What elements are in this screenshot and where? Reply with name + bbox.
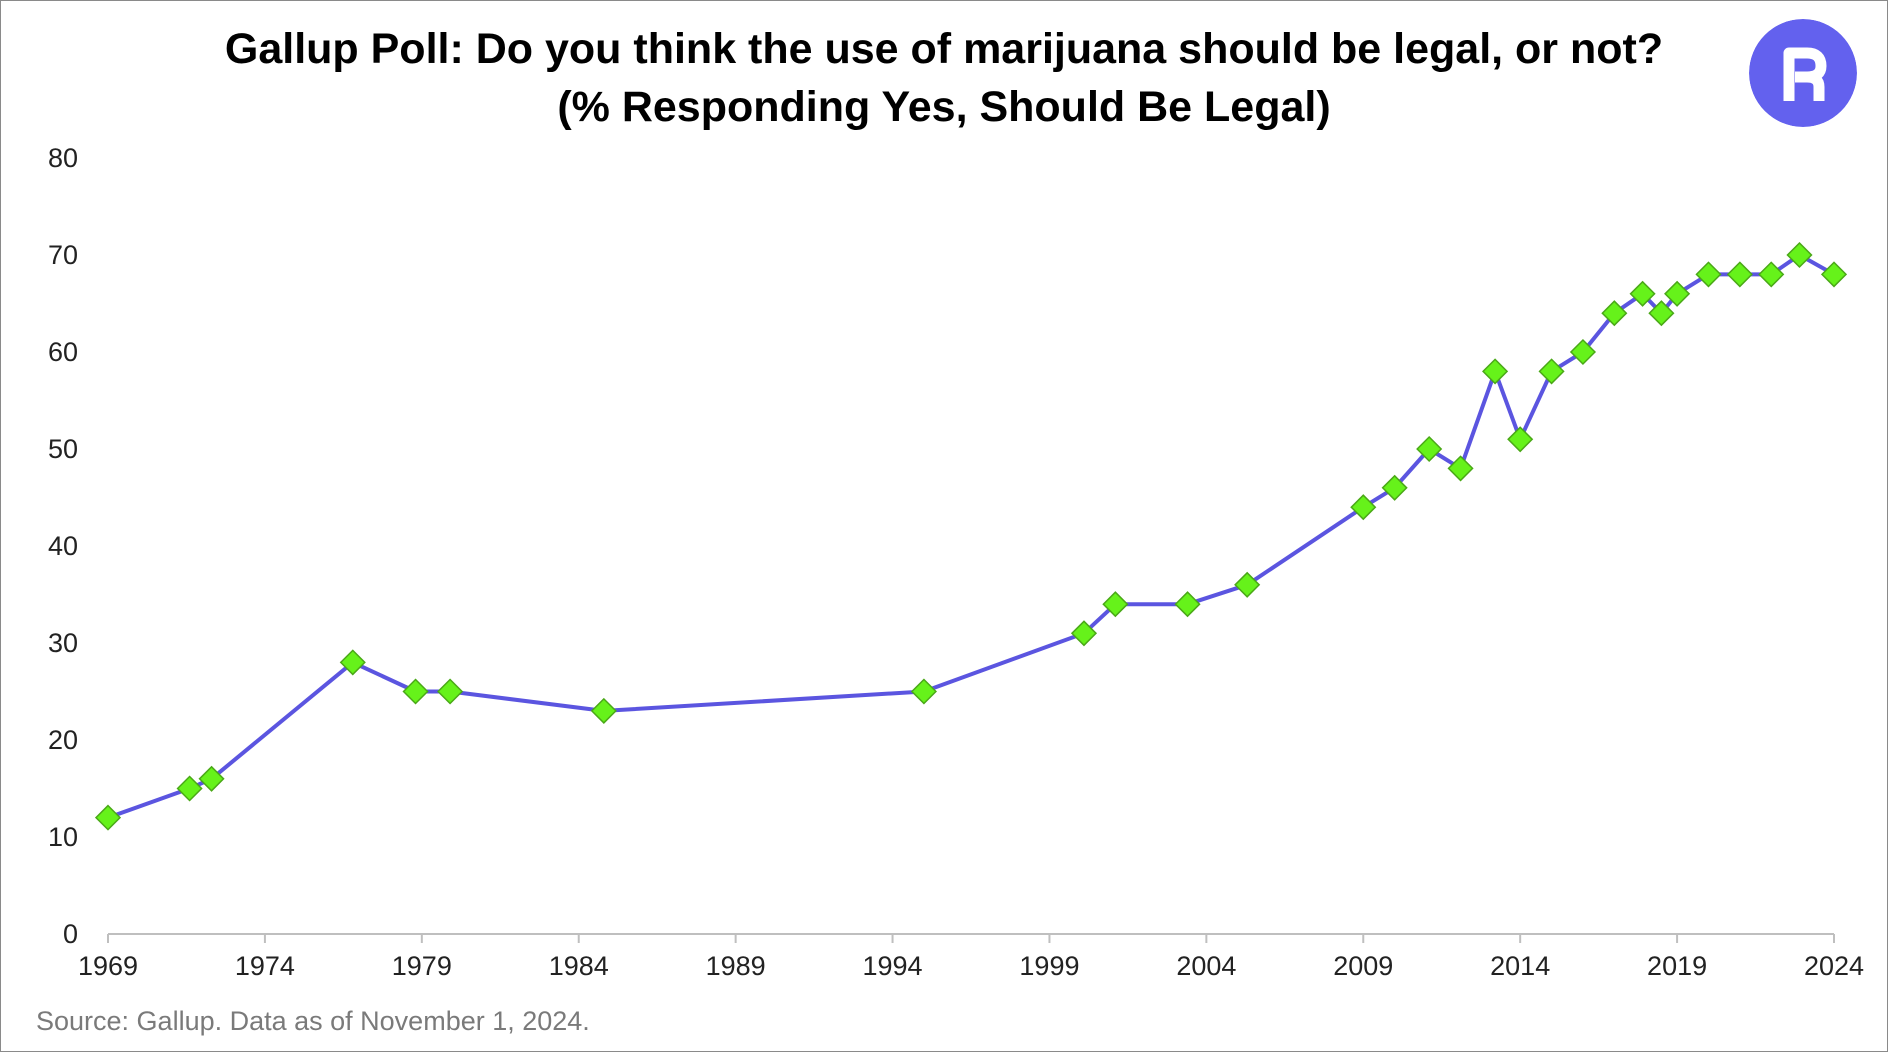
data-point-marker — [1482, 358, 1509, 385]
data-point-marker — [1758, 261, 1785, 288]
data-point-marker — [1820, 261, 1848, 288]
data-point-marker — [1350, 494, 1377, 521]
data-point-marker — [1648, 300, 1675, 327]
data-point-marker — [339, 649, 366, 676]
x-tick-label: 1994 — [863, 951, 923, 981]
y-tick-label: 10 — [48, 822, 78, 852]
x-tick-label: 2004 — [1176, 951, 1236, 981]
x-tick-label: 2009 — [1333, 951, 1393, 981]
data-point-marker — [910, 678, 937, 705]
y-tick-label: 40 — [48, 531, 78, 561]
y-tick-label: 60 — [48, 337, 78, 367]
data-point-marker — [1538, 358, 1565, 385]
data-point-marker — [1601, 300, 1628, 327]
chart-subtitle: (% Responding Yes, Should Be Legal) — [557, 83, 1331, 131]
x-tick-label: 2024 — [1804, 951, 1864, 981]
y-axis-labels: 0 10 20 30 40 50 60 70 80 — [48, 143, 78, 949]
x-tick-label: 1999 — [1019, 951, 1079, 981]
data-point-marker — [1726, 261, 1753, 288]
x-axis-ticks — [107, 934, 1835, 943]
data-point-marker — [1234, 571, 1261, 598]
series-markers — [94, 241, 1848, 831]
series-line — [107, 253, 1835, 820]
data-point-marker — [1174, 591, 1201, 618]
y-tick-label: 30 — [48, 628, 78, 658]
data-point-marker — [437, 678, 464, 705]
data-point-marker — [590, 697, 617, 724]
data-point-marker — [1381, 474, 1408, 501]
data-point-marker — [1507, 426, 1534, 453]
source-note: Source: Gallup. Data as of November 1, 2… — [36, 1006, 590, 1036]
data-point-marker — [1695, 261, 1722, 288]
data-point-marker — [1664, 280, 1691, 307]
y-tick-label: 70 — [48, 240, 78, 270]
data-point-marker — [1569, 338, 1597, 366]
data-point-marker — [1416, 435, 1443, 463]
x-tick-label: 2014 — [1490, 951, 1550, 981]
y-tick-label: 20 — [48, 725, 78, 755]
x-tick-label: 2019 — [1647, 951, 1707, 981]
data-point-marker — [1786, 241, 1813, 269]
data-point-marker — [176, 775, 203, 802]
x-tick-label: 1984 — [549, 951, 609, 981]
data-point-marker — [1102, 591, 1129, 618]
data-point-marker — [1070, 620, 1098, 647]
x-axis-labels: 1969 1974 1979 1984 1989 1994 1999 2004 2009 2014… — [78, 951, 1864, 981]
x-tick-label: 1989 — [706, 951, 766, 981]
x-tick-label: 1979 — [392, 951, 452, 981]
y-tick-label: 50 — [48, 434, 78, 464]
chart-title-block: Gallup Poll: Do you think the use of mar… — [0, 20, 1888, 136]
data-point-marker — [94, 804, 122, 831]
y-tick-label: 0 — [63, 919, 78, 949]
robinhood-logo-icon — [1749, 19, 1857, 127]
x-tick-label: 1974 — [235, 951, 295, 981]
y-tick-label: 80 — [48, 143, 78, 173]
chart-title: Gallup Poll: Do you think the use of mar… — [224, 25, 1664, 73]
data-point-marker — [1629, 280, 1656, 307]
data-point-marker — [198, 765, 225, 792]
data-point-marker — [1447, 455, 1474, 482]
x-tick-label: 1969 — [78, 951, 138, 981]
data-point-marker — [402, 678, 429, 705]
